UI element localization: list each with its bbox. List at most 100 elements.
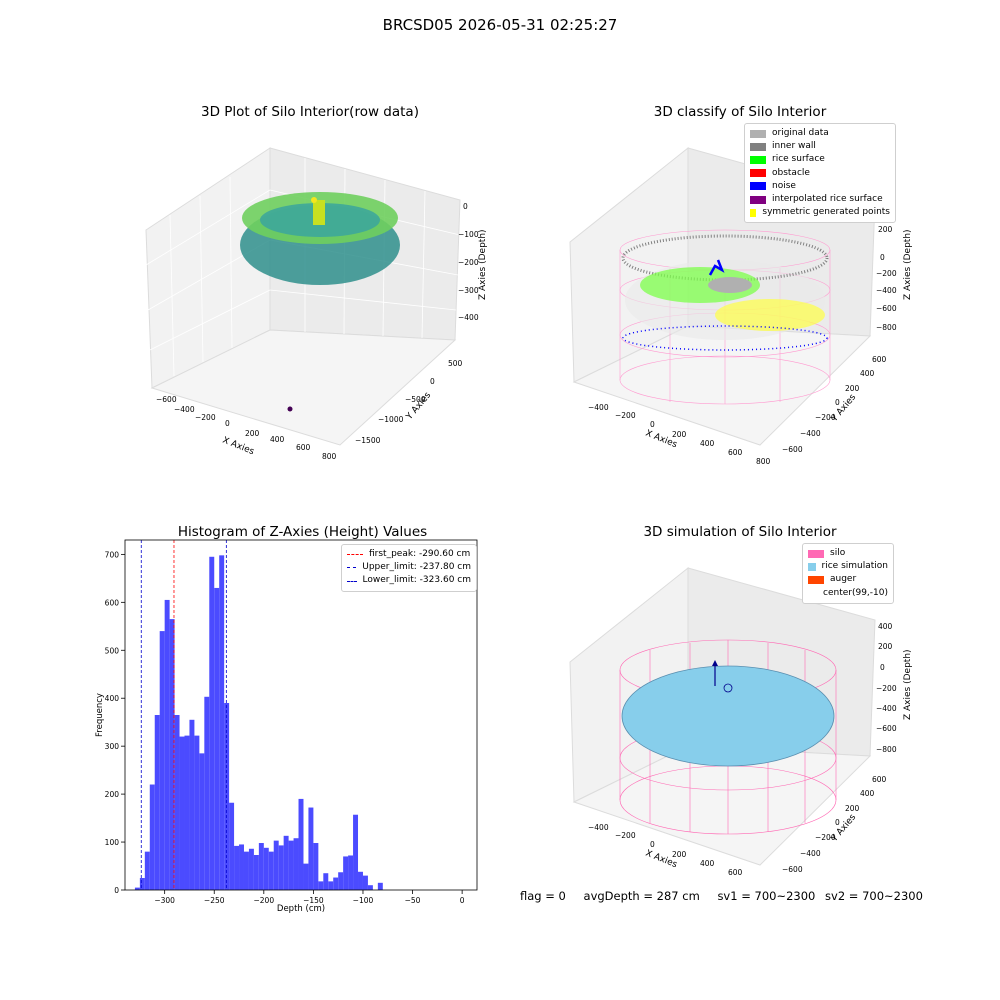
classify-ytick: −600	[782, 445, 803, 454]
legend-label: noise	[772, 180, 796, 191]
histogram-bar	[377, 882, 383, 890]
raw-xtick: 600	[296, 443, 311, 452]
classify-ztick: 200	[878, 225, 893, 234]
legend-swatch	[750, 169, 766, 178]
raw-3d-axes: −600 −400 −200 0 200 400 600 800 500 0 −…	[145, 147, 488, 460]
histogram-bar	[283, 835, 289, 890]
simulation-ytick: −600	[782, 865, 803, 874]
histogram-bar	[194, 735, 200, 890]
classify-xtick: 200	[672, 430, 687, 439]
classify-ytick: −400	[800, 429, 821, 438]
classify-ztick: −400	[876, 286, 897, 295]
classify-ytick: 0	[835, 398, 840, 407]
histogram-xlabel: Depth (cm)	[277, 904, 325, 914]
raw-ztick: −100	[458, 230, 479, 239]
simulation-ztick: −400	[876, 704, 897, 713]
histogram-bar	[209, 556, 215, 890]
legend-label: original data	[772, 128, 829, 138]
histogram-ytick-label: 200	[105, 790, 120, 799]
simulation-legend: silo rice simulation auger center(99,-10…	[802, 543, 894, 604]
status-sv1: sv1 = 700~2300	[717, 889, 816, 903]
raw-xtick: −200	[195, 413, 216, 422]
histogram-title: Histogram of Z-Axies (Height) Values	[177, 524, 428, 540]
histogram-bar	[308, 807, 314, 890]
histogram-bar	[149, 784, 155, 890]
classify-legend: original data inner wall rice surface ob…	[744, 123, 896, 224]
simulation-ytick: 0	[835, 818, 840, 827]
classify-ytick: 200	[845, 384, 860, 393]
histogram-bar	[159, 631, 165, 890]
status-sv2: sv2 = 700~2300	[825, 889, 923, 903]
histogram-ytick-label: 700	[105, 550, 120, 559]
panel-raw-3d: 3D Plot of Silo Interior(row data) −600 …	[130, 100, 490, 460]
classify-xtick: 400	[700, 439, 715, 448]
histogram-ytick-label: 100	[105, 838, 120, 847]
legend-swatch	[750, 129, 766, 138]
raw-xlabel: X Axies	[221, 436, 256, 458]
raw-xtick: 0	[225, 419, 230, 428]
panel-simulation-3d: 3D simulation of Silo Interior −400 −200…	[560, 520, 920, 890]
histogram-xtick-label: −300	[154, 896, 175, 905]
histogram-bar	[199, 753, 205, 890]
legend-item: silo	[808, 547, 888, 560]
legend-swatch	[750, 142, 766, 151]
status-avg-depth: avgDepth = 287 cm	[583, 889, 700, 903]
classify-xtick: −400	[588, 403, 609, 412]
classify-ytick: −200	[815, 413, 836, 422]
legend-label: center(99,-10)	[823, 587, 888, 598]
histogram-bar	[288, 840, 294, 890]
histogram-legend: first_peak: -290.60 cm Upper_limit: -237…	[341, 544, 477, 592]
histogram-bar	[338, 872, 344, 890]
simulation-ytick: 400	[860, 789, 875, 798]
simulation-ztick: −200	[876, 684, 897, 693]
histogram-bar	[174, 715, 180, 890]
legend-swatch	[808, 576, 824, 584]
legend-swatch	[808, 589, 817, 597]
legend-item: first_peak: -290.60 cm	[347, 548, 471, 561]
classify-ytick: 400	[860, 369, 875, 378]
histogram-bar	[367, 885, 373, 890]
simulation-ytick: −200	[815, 833, 836, 842]
legend-item: rice surface	[750, 153, 890, 166]
legend-item: noise	[750, 180, 890, 193]
histogram-bar	[353, 814, 359, 890]
histogram-bar	[184, 735, 190, 890]
simulation-zlabel: Z Axies (Depth)	[903, 649, 913, 720]
legend-label: silo	[830, 548, 846, 558]
histogram-bar	[253, 855, 259, 890]
legend-swatch	[750, 182, 766, 191]
histogram-bar	[293, 838, 299, 890]
raw-ztick: −200	[458, 258, 479, 267]
classify-zlabel: Z Axies (Depth)	[903, 229, 913, 300]
legend-label: first_peak: -290.60 cm	[369, 549, 471, 559]
histogram-bar	[273, 840, 279, 890]
histogram-bar	[164, 599, 170, 890]
histogram-bar	[318, 881, 324, 890]
classify-ztick: −600	[876, 304, 897, 313]
legend-item: Upper_limit: -237.80 cm	[347, 561, 471, 574]
histogram-bar	[248, 848, 254, 890]
legend-item: center(99,-10)	[808, 587, 888, 600]
simulation-ytick: −400	[800, 849, 821, 858]
legend-line	[347, 580, 357, 582]
simulation-ztick: 400	[878, 622, 893, 631]
simulation-ztick: 200	[878, 642, 893, 651]
histogram-bar	[134, 887, 140, 890]
histogram-bar	[243, 851, 249, 890]
legend-item: rice simulation	[808, 560, 888, 573]
legend-label: Upper_limit: -237.80 cm	[362, 562, 471, 573]
classify-xtick: −200	[615, 411, 636, 420]
histogram-bar	[278, 845, 284, 890]
legend-swatch	[750, 195, 766, 204]
classify-ytick: 600	[872, 355, 887, 364]
histogram-bar	[323, 873, 329, 890]
classify-xtick: 800	[756, 457, 771, 466]
simulation-ytick: 600	[872, 775, 887, 784]
legend-swatch	[808, 562, 816, 571]
histogram-bar	[144, 851, 150, 890]
histogram-bar	[333, 877, 339, 890]
legend-item: symmetric generated points	[750, 206, 890, 219]
simulation-ztick: 0	[880, 663, 885, 672]
raw-ytick: −500	[405, 395, 426, 404]
histogram-bar	[358, 871, 363, 890]
